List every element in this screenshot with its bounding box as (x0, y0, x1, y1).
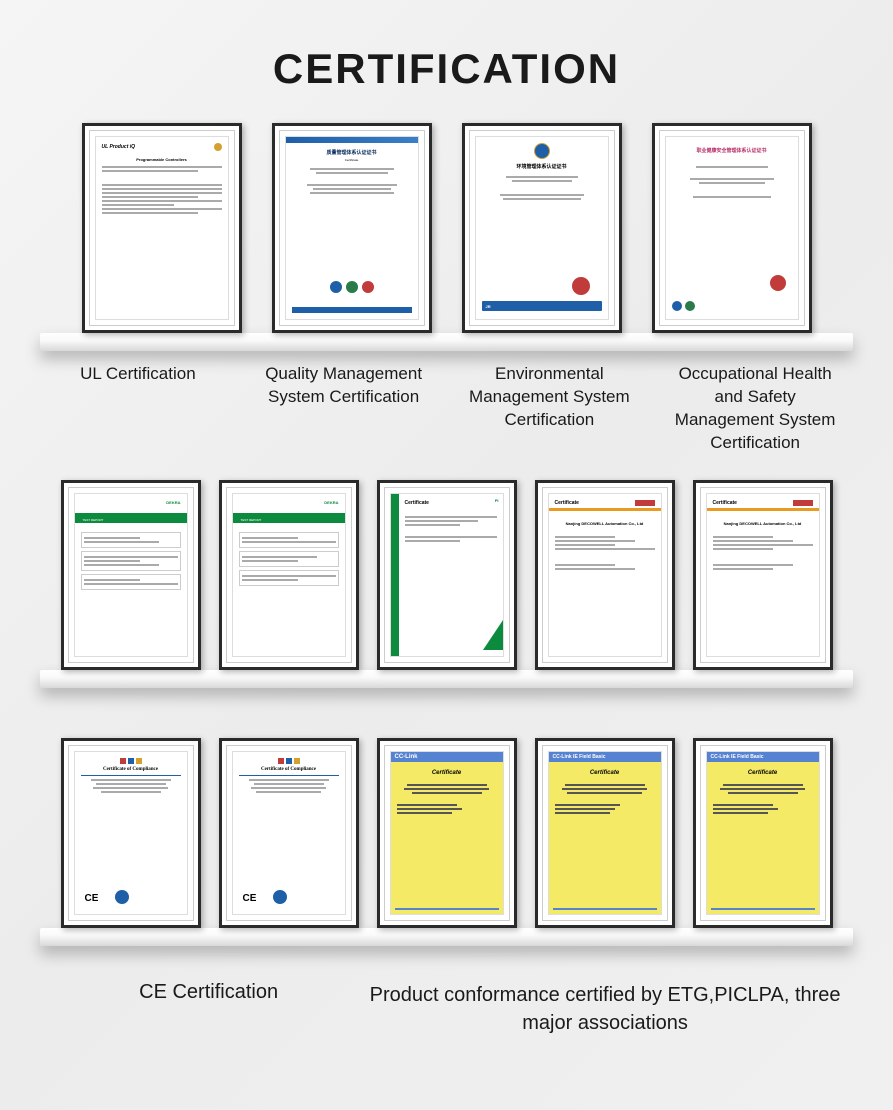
cclink-banner: CC-Link IE Field Basic (707, 752, 819, 762)
flag-icon (120, 758, 126, 764)
flag-icon (294, 758, 300, 764)
label-row-1: UL Certification Quality Management Syst… (0, 351, 893, 480)
ul-seal-icon (214, 143, 222, 151)
flag-icon (286, 758, 292, 764)
flag-icon (278, 758, 284, 764)
cclink-cert-3: CC-Link IE Field Basic Certificate (693, 738, 833, 928)
label-row-3: CE Certification Product conformance cer… (0, 946, 893, 1057)
etg-cert-title: Certificate (713, 500, 737, 506)
ce-doc-title: Certificate of Compliance (239, 767, 339, 772)
ce-label: CE Certification (50, 981, 367, 1037)
ul-cert: UL Product iQ Programmable Controllers (82, 123, 242, 333)
ohsms-title: 职业健康安全管理体系认证证书 (672, 147, 792, 154)
blue-seal-icon (115, 890, 129, 904)
dekra-cert-2: DEKRA TEST REPORT (219, 480, 359, 670)
etg-cert-title: Certificate (555, 500, 579, 506)
red-seal-icon (572, 277, 590, 295)
cert-row-3: Certificate of Compliance CE Certificate… (0, 738, 893, 928)
blue-seal-icon (273, 890, 287, 904)
flag-icon (136, 758, 142, 764)
ohsms-cert: 职业健康安全管理体系认证证书 (652, 123, 812, 333)
shelf-2 (40, 670, 853, 688)
seal-badge-icon (362, 281, 374, 293)
cclink-banner: CC-Link IE Field Basic (549, 752, 661, 762)
etg-logo-icon (635, 500, 655, 506)
dekra-cert-1: DEKRA TEST REPORT (61, 480, 201, 670)
ems-title: 环境管理体系认证证书 (482, 163, 602, 170)
shelf-row-1: UL Product iQ Programmable Controllers 质… (0, 123, 893, 351)
cnas-badge-icon (685, 301, 695, 311)
etg-company: Nanjing DECOWELL Automation Co., Ltd (555, 521, 655, 526)
dekra-logo: DEKRA (81, 500, 181, 505)
ce-mark-icon: CE (85, 893, 99, 904)
ul-logo-text: UL Product iQ (102, 144, 136, 150)
qms-cert: 质量管理体系认证证书 Certificate (272, 123, 432, 333)
dekra-logo: DEKRA (239, 500, 339, 505)
ohsms-label: Occupational Health and Safety Managemen… (667, 363, 843, 455)
page-title: CERTIFICATION (0, 0, 893, 123)
red-seal-icon (770, 275, 786, 291)
shelf-1 (40, 333, 853, 351)
qms-title: 质量管理体系认证证书 (292, 149, 412, 156)
jr-emblem-icon (534, 143, 550, 159)
cclink-cert-1: CC-Link Certificate (377, 738, 517, 928)
conformance-label: Product conformance certified by ETG,PIC… (367, 981, 843, 1037)
flag-icon (128, 758, 134, 764)
ce-cert-1: Certificate of Compliance CE (61, 738, 201, 928)
iaf-badge-icon (672, 301, 682, 311)
cnas-badge-icon (346, 281, 358, 293)
etg-logo-icon (793, 500, 813, 506)
shelf-row-2: DEKRA TEST REPORT DEKRA TEST REPORT (0, 480, 893, 688)
ul-label: UL Certification (50, 363, 226, 455)
ems-label: Environmental Management System Certific… (462, 363, 638, 455)
pi-cert: Certificate PI (377, 480, 517, 670)
cclink-cert-2: CC-Link IE Field Basic Certificate (535, 738, 675, 928)
etg-cert-1: Certificate Nanjing DECOWELL Automation … (535, 480, 675, 670)
ems-cert: 环境管理体系认证证书 JR (462, 123, 622, 333)
iaf-badge-icon (330, 281, 342, 293)
shelf-3 (40, 928, 853, 946)
cclink-banner: CC-Link (391, 752, 503, 762)
ce-doc-title: Certificate of Compliance (81, 767, 181, 772)
etg-company: Nanjing DECOWELL Automation Co., Ltd (713, 521, 813, 526)
ce-mark-icon: CE (243, 893, 257, 904)
qms-label: Quality Management System Certification (256, 363, 432, 455)
etg-cert-2: Certificate Nanjing DECOWELL Automation … (693, 480, 833, 670)
ul-doc-title: Programmable Controllers (102, 157, 222, 162)
shelf-row-3: Certificate of Compliance CE Certificate… (0, 738, 893, 946)
cert-row-1: UL Product iQ Programmable Controllers 质… (0, 123, 893, 333)
ce-cert-2: Certificate of Compliance CE (219, 738, 359, 928)
cert-row-2: DEKRA TEST REPORT DEKRA TEST REPORT (0, 480, 893, 670)
